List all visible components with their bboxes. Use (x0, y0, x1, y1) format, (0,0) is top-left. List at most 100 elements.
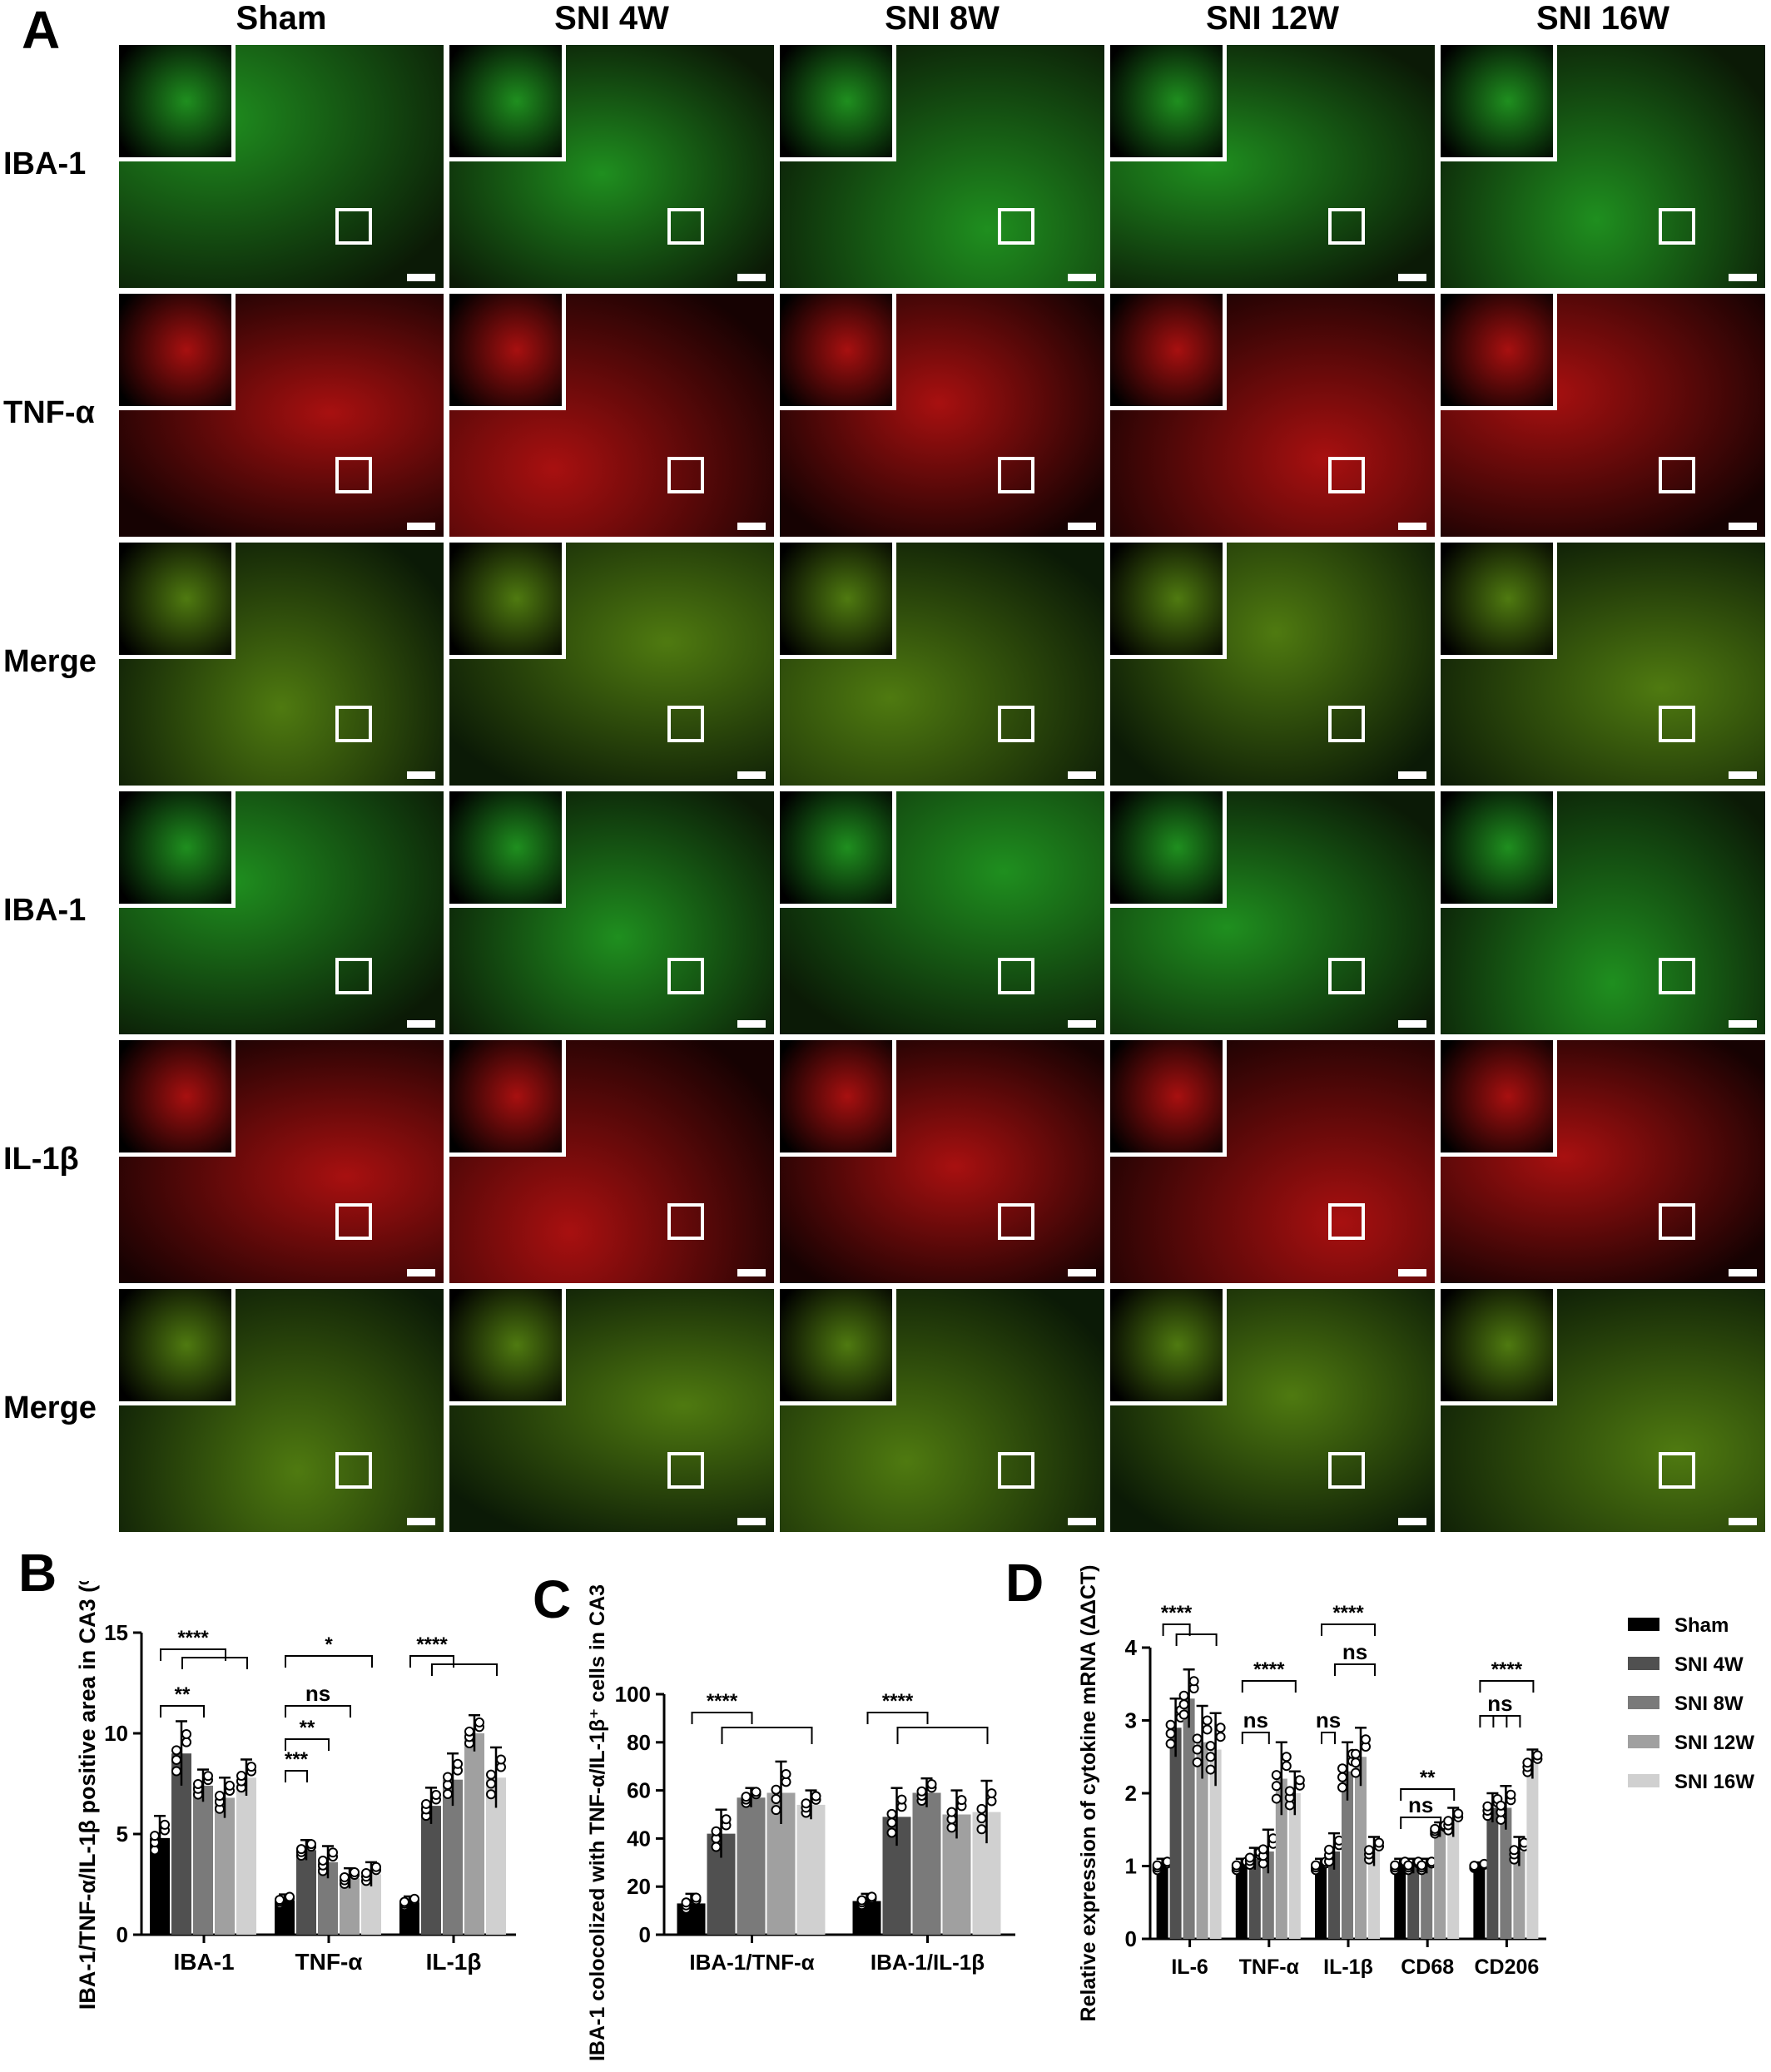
data-point (1522, 1757, 1533, 1768)
significance-bracket (285, 1770, 308, 1782)
scale-bar (407, 274, 435, 281)
significance-label: ns (1408, 1792, 1433, 1817)
data-point (486, 1789, 496, 1800)
panel-label-d: D (1005, 1553, 1044, 1613)
significance-label: *** (285, 1748, 309, 1771)
micrograph-tile (780, 791, 1104, 1034)
micrograph-tile (1110, 45, 1435, 288)
scale-bar (737, 1020, 766, 1028)
bar (1209, 1749, 1222, 1939)
roi-box (998, 958, 1034, 994)
significance-bracket (285, 1655, 373, 1668)
data-point (741, 1792, 752, 1802)
roi-box (667, 457, 704, 493)
significance-bracket (409, 1655, 454, 1668)
significance-bracket (1241, 1732, 1270, 1744)
bar (796, 1804, 826, 1935)
micrograph-tile (1441, 45, 1765, 288)
legend-label: SNI 4W (1674, 1653, 1744, 1676)
row-label: Merge (3, 644, 97, 679)
bar (1513, 1851, 1525, 1939)
y-tick-label: 100 (615, 1682, 651, 1707)
significance-bracket (1334, 1663, 1376, 1676)
significance-bracket (1479, 1715, 1521, 1727)
bar (464, 1733, 484, 1935)
zoom-inset (780, 543, 897, 660)
data-point (399, 1896, 409, 1907)
data-point (193, 1778, 203, 1789)
significance-label: **** (177, 1627, 209, 1649)
y-tick-label: 60 (627, 1778, 651, 1803)
data-point (1205, 1741, 1216, 1752)
scale-bar (1398, 1020, 1426, 1028)
legend-swatch (1628, 1618, 1659, 1631)
scale-bar (407, 523, 435, 530)
roi-box (667, 1452, 704, 1489)
x-tick-label: IL-6 (1171, 1956, 1208, 1979)
scale-bar (737, 1518, 766, 1525)
significance-bracket (160, 1648, 226, 1661)
data-point (1351, 1757, 1361, 1768)
y-tick-label: 2 (1125, 1781, 1137, 1806)
data-point (691, 1892, 702, 1903)
data-point (285, 1891, 295, 1902)
data-point (1496, 1800, 1506, 1811)
significance-label: ns (1342, 1639, 1367, 1664)
data-point (1430, 1823, 1441, 1834)
roi-box (1328, 706, 1365, 742)
micrograph-tile (1441, 543, 1765, 786)
roi-box (1659, 457, 1695, 493)
zoom-inset (119, 294, 236, 411)
significance-label: ns (1487, 1691, 1512, 1716)
roi-box (1659, 1203, 1695, 1240)
significance-label: ns (1243, 1708, 1268, 1732)
data-point (1506, 1789, 1516, 1800)
data-point (751, 1787, 761, 1797)
scale-bar (737, 523, 766, 530)
scale-bar (737, 771, 766, 779)
micrograph-tile (449, 791, 774, 1034)
micrograph-tile (1110, 1289, 1435, 1532)
zoom-inset (449, 294, 567, 411)
data-point (1202, 1715, 1213, 1726)
roi-box (1659, 706, 1695, 742)
bar (236, 1777, 256, 1935)
legend-label: SNI 16W (1674, 1771, 1754, 1793)
zoom-inset (1441, 1289, 1558, 1406)
data-point (886, 1827, 897, 1838)
significance-bracket (285, 1738, 330, 1751)
row-label: IBA-1 (3, 146, 87, 181)
data-point (150, 1831, 160, 1842)
data-point (171, 1754, 181, 1765)
zoom-inset (780, 45, 897, 162)
roi-box (1659, 958, 1695, 994)
significance-bracket (691, 1712, 753, 1724)
scale-bar (1398, 771, 1426, 779)
data-point (1165, 1719, 1176, 1730)
legend: Sham SNI 4W SNI 8W SNI 12W SNI 16W (1628, 1614, 1754, 1793)
micrograph-tile (1110, 1040, 1435, 1283)
data-point (409, 1893, 419, 1904)
zoom-inset (449, 791, 567, 909)
micrograph-tile (449, 543, 774, 786)
significance-bracket (1321, 1623, 1376, 1636)
bar (1196, 1742, 1208, 1939)
scale-bar (1068, 1269, 1096, 1276)
legend-swatch (1628, 1774, 1659, 1787)
scale-bar (407, 1269, 435, 1276)
y-tick-label: 5 (117, 1822, 128, 1846)
bar (1355, 1757, 1367, 1939)
data-point (1443, 1816, 1454, 1827)
significance-bracket (896, 1727, 989, 1744)
bar (912, 1792, 941, 1935)
significance-bracket (866, 1712, 929, 1724)
data-point (1271, 1793, 1282, 1804)
data-point (296, 1844, 306, 1855)
micrograph-tile (1441, 791, 1765, 1034)
scale-bar (407, 1020, 435, 1028)
data-point (1351, 1767, 1361, 1778)
data-point (431, 1790, 441, 1801)
y-axis-label: IBA-1 colocolized with TNF-α/IL-1β⁺ cell… (586, 1584, 609, 2061)
significance-bracket (1400, 1817, 1442, 1829)
data-point (1244, 1852, 1255, 1863)
